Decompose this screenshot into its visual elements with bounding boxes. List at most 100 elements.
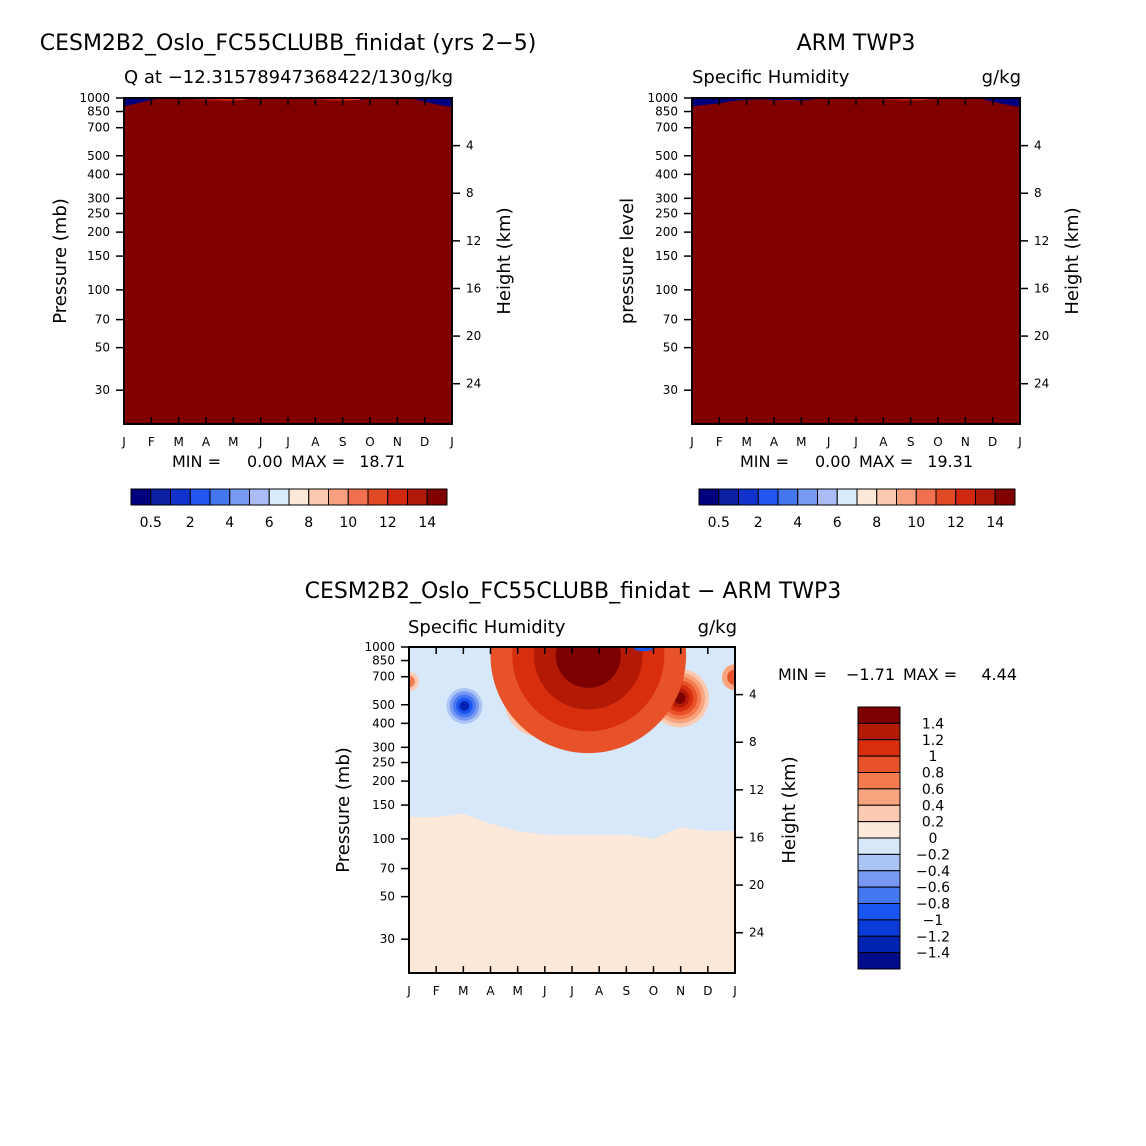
panel-model-title: CESM2B2_Oslo_FC55CLUBB_finidat (yrs 2−5) <box>40 31 537 56</box>
colorbar-swatch <box>876 488 897 506</box>
colorbar-swatch <box>249 488 270 506</box>
colorbar-swatch <box>857 919 901 937</box>
colorbar-swatch <box>817 488 838 506</box>
colorbar-label: 0.5 <box>708 515 730 531</box>
height-tick-label: 24 <box>749 926 764 940</box>
colorbar-swatch <box>896 488 917 506</box>
x-tick-label: J <box>285 435 290 449</box>
panel-diff-min-value: −1.71 <box>846 665 895 684</box>
y-tick-label: 300 <box>372 740 395 754</box>
y-tick-label: 250 <box>655 207 678 221</box>
colorbar-swatch <box>347 488 369 506</box>
x-tick-label: S <box>623 984 631 998</box>
panel-diff-title: CESM2B2_Oslo_FC55CLUBB_finidat − ARM TWP… <box>305 579 842 604</box>
colorbar-label: 0.8 <box>922 766 944 782</box>
colorbar-label: −1.2 <box>916 929 950 945</box>
x-tick-label: A <box>202 435 211 449</box>
panel-diff-axes: J F M A M J J A S O N D J 30 50 70 100 150 200 250 300 400 500… <box>364 640 764 998</box>
colorbar-swatch <box>288 488 310 506</box>
colorbar-label: 2 <box>754 515 763 531</box>
colorbar-swatch <box>308 488 329 506</box>
panel-obs-subtitle-right: g/kg <box>982 67 1021 88</box>
y-tick-label: 200 <box>87 225 110 239</box>
y-tick-label: 1000 <box>647 91 678 105</box>
x-tick-label: S <box>339 435 347 449</box>
x-tick-label: A <box>486 984 495 998</box>
y-tick-label: 700 <box>87 121 110 135</box>
y-tick-label: 850 <box>87 105 110 119</box>
height-tick-label: 8 <box>749 735 757 749</box>
y-tick-label: 100 <box>87 283 110 297</box>
panel-obs-min-label: MIN = <box>740 452 789 471</box>
panel-diff-subtitle-right: g/kg <box>698 617 737 638</box>
y-tick-label: 500 <box>372 698 395 712</box>
panel-obs-ylabel-right: Height (km) <box>1062 207 1083 314</box>
colorbar-swatch <box>857 853 901 872</box>
colorbar-label: 4 <box>225 515 234 531</box>
contour-band <box>409 675 415 688</box>
x-tick-label: M <box>796 435 806 449</box>
y-tick-label: 50 <box>663 341 678 355</box>
height-tick-label: 20 <box>749 878 764 892</box>
height-tick-label: 16 <box>466 281 481 295</box>
y-tick-label: 70 <box>663 313 678 327</box>
x-tick-label: D <box>420 435 429 449</box>
height-tick-label: 20 <box>1034 329 1049 343</box>
x-tick-label: D <box>988 435 997 449</box>
x-tick-label: N <box>961 435 970 449</box>
x-tick-label: A <box>770 435 779 449</box>
x-tick-label: M <box>458 984 468 998</box>
panel-model-colorbar: 0.5 2 4 6 8 10 12 14 <box>130 488 448 531</box>
panel-model-ylabel-right: Height (km) <box>494 207 515 314</box>
colorbar-swatch <box>387 488 408 506</box>
contour-band <box>124 98 452 424</box>
y-tick-label: 700 <box>372 670 395 684</box>
colorbar-label: −0.2 <box>916 847 950 863</box>
y-tick-label: 400 <box>655 167 678 181</box>
x-tick-label: A <box>311 435 320 449</box>
colorbar-label: −1.4 <box>916 946 950 962</box>
colorbar-swatch <box>857 903 901 921</box>
colorbar-swatch <box>268 488 290 506</box>
height-tick-label: 8 <box>466 186 474 200</box>
y-tick-label: 30 <box>380 932 395 946</box>
colorbar-swatch <box>150 488 171 506</box>
colorbar-swatch <box>915 488 937 506</box>
panel-diff-contour-field <box>409 647 735 973</box>
y-tick-label: 70 <box>380 862 395 876</box>
colorbar-swatch <box>426 488 448 506</box>
y-tick-label: 70 <box>95 313 110 327</box>
y-tick-label: 30 <box>663 383 678 397</box>
colorbar-swatch <box>718 488 739 506</box>
colorbar-label: 8 <box>872 515 881 531</box>
colorbar-swatch <box>170 488 191 506</box>
colorbar-swatch <box>857 772 901 790</box>
panel-obs-axes: J F M A M J J A S O N D J 30 50 70 100 150 200 250 300 400 500… <box>647 91 1049 449</box>
x-tick-label: F <box>148 435 155 449</box>
panel-model-subtitle-left: Q at −12.31578947368422/130 <box>124 67 412 88</box>
panel-obs-colorbar: 0.5 2 4 6 8 10 12 14 <box>698 488 1016 531</box>
panel-model-axes: J F M A M J J A S O N D J 30 50 70 100 150 200 250 300 400 500… <box>79 91 481 449</box>
panel-diff: CESM2B2_Oslo_FC55CLUBB_finidat − ARM TWP… <box>305 579 1017 998</box>
panel-obs-max-label: MAX = <box>859 452 913 471</box>
colorbar-swatch <box>856 488 878 506</box>
colorbar-swatch <box>328 488 349 506</box>
height-tick-label: 16 <box>749 830 764 844</box>
y-tick-label: 150 <box>372 798 395 812</box>
colorbar-swatch <box>857 755 901 773</box>
colorbar-label: 1 <box>929 749 938 765</box>
panel-diff-max-value: 4.44 <box>981 665 1017 684</box>
y-tick-label: 150 <box>655 249 678 263</box>
height-tick-label: 24 <box>1034 377 1049 391</box>
y-tick-label: 400 <box>87 167 110 181</box>
colorbar-swatch <box>857 870 901 888</box>
colorbar-swatch <box>229 488 250 506</box>
contour-band <box>459 701 470 711</box>
colorbar-label: 6 <box>265 515 274 531</box>
colorbar-swatch <box>857 804 901 823</box>
x-tick-label: J <box>732 984 737 998</box>
colorbar-label: 2 <box>186 515 195 531</box>
x-tick-label: J <box>569 984 574 998</box>
height-tick-label: 12 <box>749 783 764 797</box>
